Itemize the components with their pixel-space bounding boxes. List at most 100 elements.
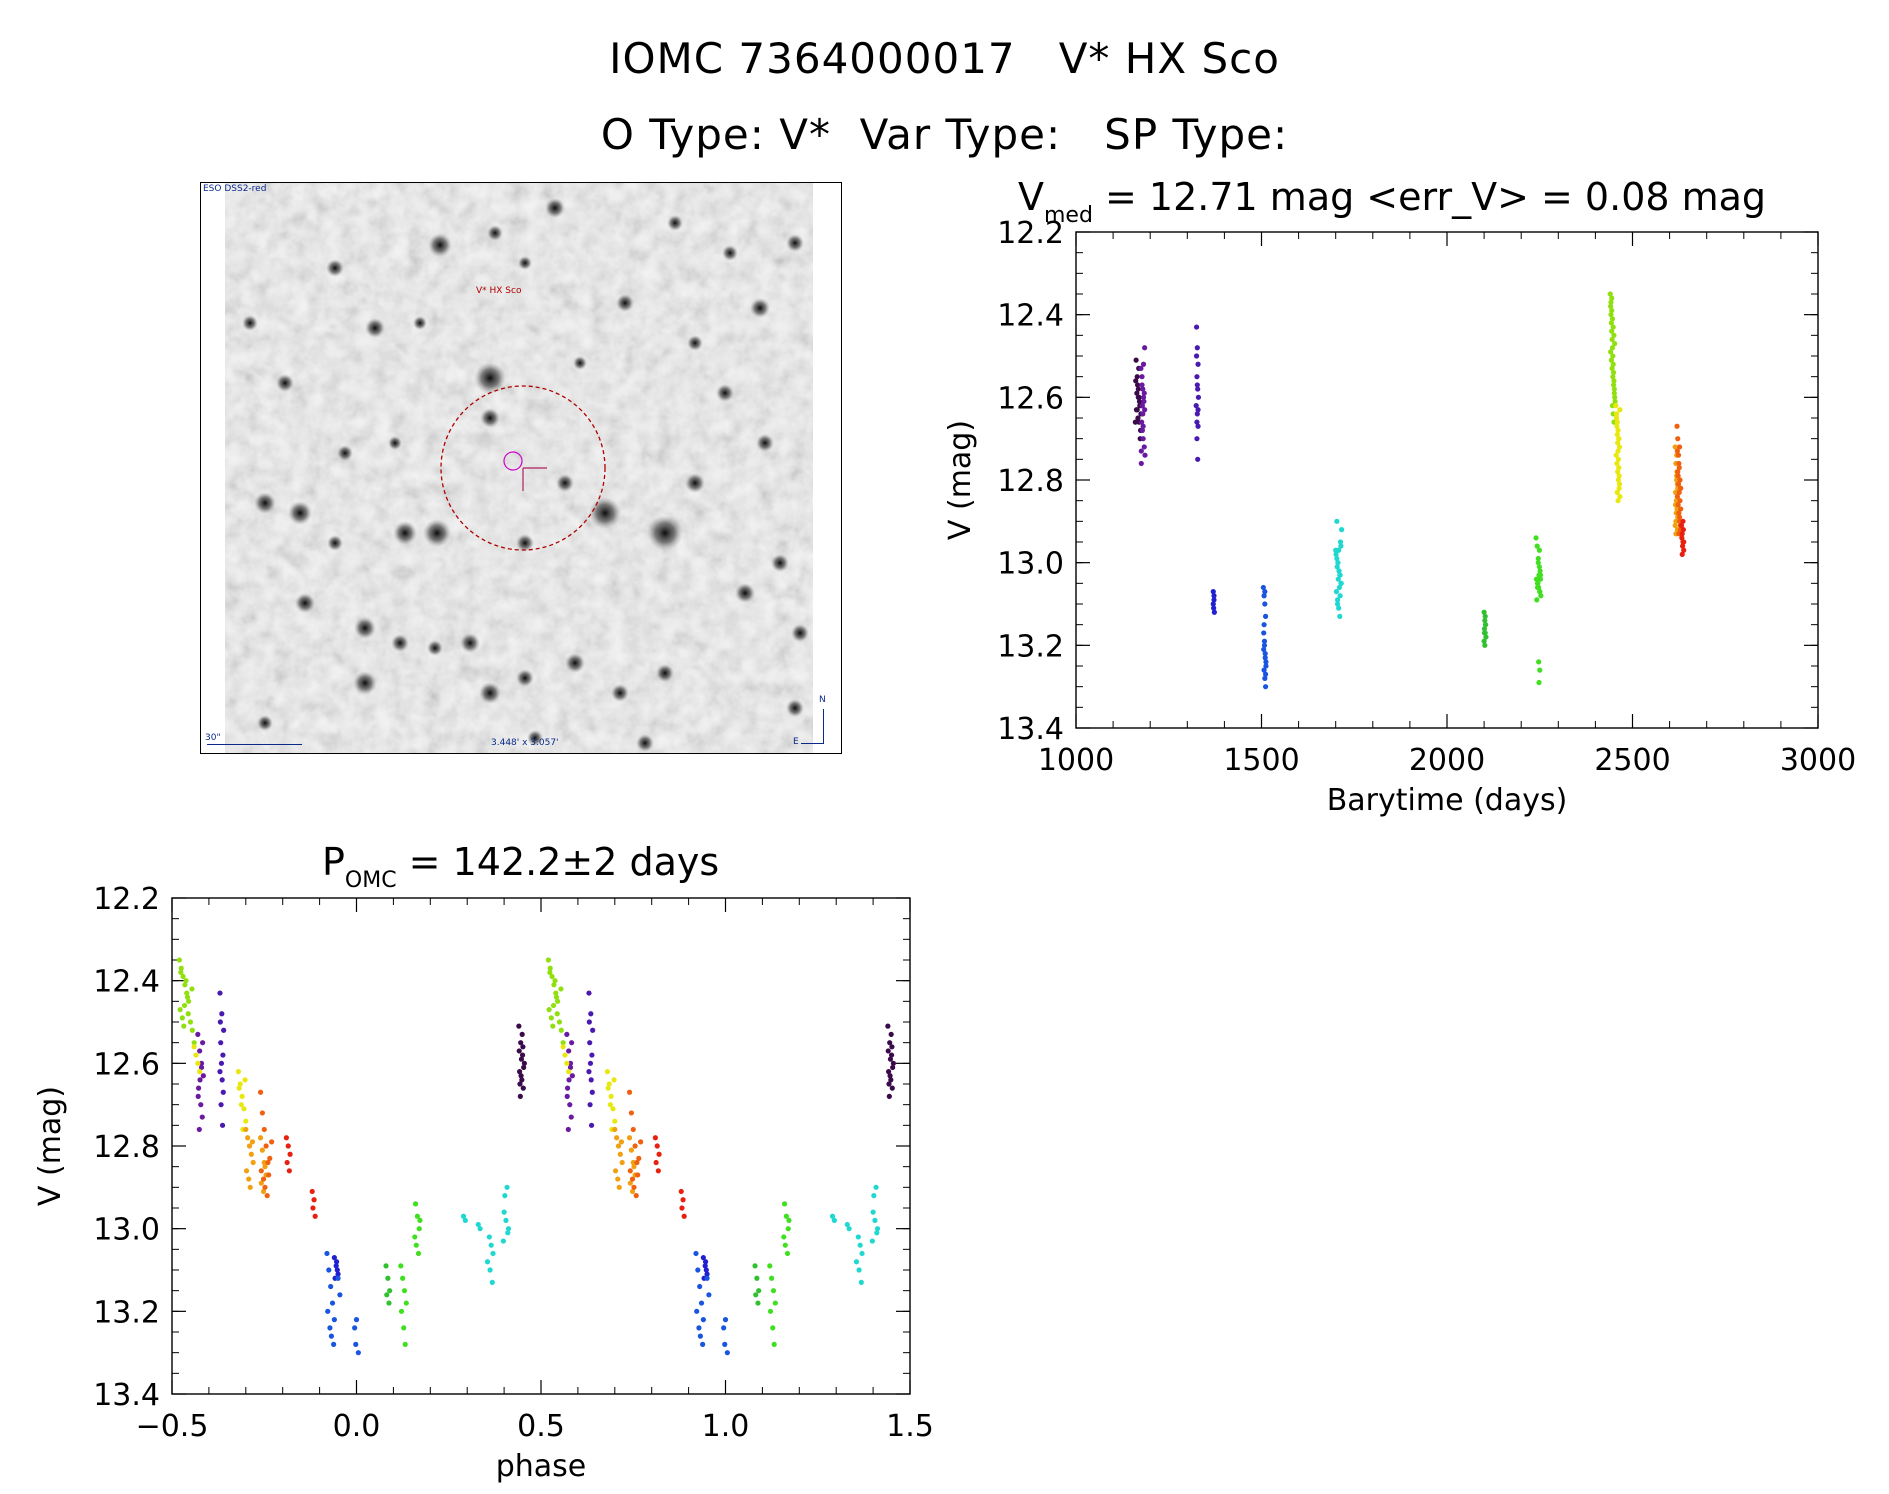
data-point <box>558 986 564 992</box>
data-point <box>219 1122 226 1128</box>
star-33 <box>242 315 258 331</box>
data-point <box>217 1069 223 1075</box>
data-point <box>1673 498 1679 504</box>
data-point <box>186 998 192 1004</box>
star-0 <box>474 362 506 394</box>
data-point <box>239 1093 245 1099</box>
data-point <box>558 1027 564 1033</box>
chart-title-main: P <box>322 840 345 884</box>
data-point <box>874 1230 880 1236</box>
data-point <box>1616 436 1622 442</box>
data-point <box>704 1275 710 1281</box>
data-point <box>1139 374 1145 380</box>
data-point <box>1535 560 1541 566</box>
x-tick-label: 0.5 <box>517 1409 565 1444</box>
data-point <box>1674 448 1680 454</box>
data-point <box>769 1275 775 1281</box>
data-point <box>331 1317 337 1323</box>
star-29 <box>616 294 634 312</box>
data-point <box>1194 436 1200 442</box>
data-point <box>829 1213 836 1219</box>
data-point <box>588 1077 594 1083</box>
data-point <box>519 1052 526 1058</box>
data-point <box>1481 630 1488 636</box>
data-point <box>195 1093 201 1099</box>
data-point <box>265 1159 271 1166</box>
data-point <box>627 1168 633 1174</box>
data-point <box>587 1102 593 1108</box>
x-tick-label: 2500 <box>1594 743 1670 778</box>
data-point <box>237 1081 243 1087</box>
data-point <box>785 1226 791 1232</box>
series-p1 <box>516 1023 896 1099</box>
data-point <box>333 1259 340 1265</box>
data-point <box>503 1217 509 1223</box>
data-point <box>490 1250 496 1257</box>
star-18 <box>460 633 480 653</box>
data-point <box>516 1048 522 1054</box>
data-point <box>197 1077 203 1083</box>
data-point <box>1481 609 1487 615</box>
data-point <box>567 1102 573 1108</box>
data-point <box>1263 659 1269 665</box>
data-point <box>1676 460 1682 467</box>
star-40 <box>786 234 804 252</box>
data-point <box>1195 423 1201 429</box>
data-point <box>562 1052 568 1058</box>
chart-title-rest: = 12.71 mag <err_V> = 0.08 mag <box>1093 175 1766 219</box>
east-arrow <box>801 743 824 744</box>
data-point <box>484 1259 491 1265</box>
data-point <box>183 978 189 984</box>
data-point <box>309 1188 315 1195</box>
data-point <box>1610 324 1616 330</box>
data-point <box>605 1085 611 1091</box>
data-point <box>1535 580 1541 586</box>
data-point <box>269 1139 275 1145</box>
finder-field <box>225 183 813 753</box>
x-tick-label: 0.0 <box>333 1409 381 1444</box>
data-point <box>1538 593 1544 599</box>
data-point <box>1533 576 1540 582</box>
chart-title-subscript: med <box>1044 203 1093 228</box>
data-point <box>1613 411 1620 417</box>
data-point <box>1134 407 1140 413</box>
data-point <box>566 1077 572 1083</box>
data-point <box>247 1184 253 1190</box>
series-p5 <box>324 1250 730 1356</box>
data-point <box>612 1168 619 1174</box>
data-point <box>886 1081 892 1087</box>
chart-title: POMC = 142.2±2 days <box>322 840 719 893</box>
data-point <box>504 1184 510 1190</box>
star-22 <box>611 684 629 702</box>
data-point <box>553 994 560 1000</box>
y-tick-label: 13.2 <box>997 629 1064 664</box>
series-p13 <box>283 1135 687 1219</box>
data-point <box>1608 303 1614 309</box>
data-point <box>1614 423 1620 429</box>
data-point <box>326 1267 332 1273</box>
data-point <box>556 1019 563 1025</box>
data-point <box>250 1159 256 1166</box>
data-point <box>1678 485 1684 491</box>
data-point <box>460 1213 467 1219</box>
data-point <box>1679 551 1685 558</box>
data-point <box>312 1213 318 1219</box>
data-point <box>1615 440 1621 446</box>
star-1 <box>428 233 452 257</box>
data-point <box>1211 609 1217 615</box>
data-point <box>241 1106 247 1112</box>
data-point <box>1611 378 1617 384</box>
series-p10 <box>191 1044 618 1133</box>
data-point <box>781 1201 788 1207</box>
data-point <box>401 1288 408 1294</box>
star-36 <box>516 534 534 552</box>
data-point <box>501 1209 507 1215</box>
data-point <box>552 978 558 984</box>
data-point <box>246 1176 252 1182</box>
data-point <box>608 1093 614 1099</box>
star-15 <box>353 671 377 695</box>
y-tick-label: 12.4 <box>997 299 1064 334</box>
data-point <box>1211 593 1217 599</box>
series-p9 <box>176 957 566 1046</box>
star-45 <box>413 316 427 330</box>
